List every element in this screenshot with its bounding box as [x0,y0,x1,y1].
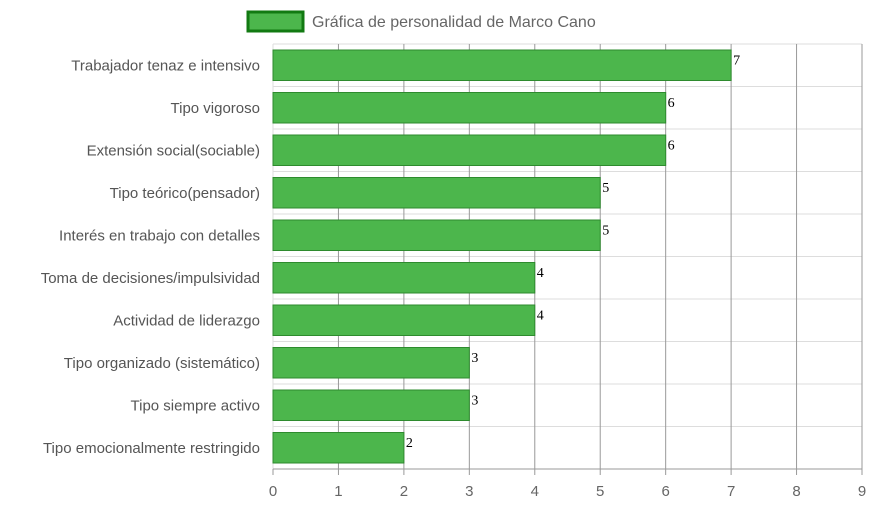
x-tick-label: 1 [334,483,342,500]
category-label: Trabajador tenaz e intensivo [71,57,260,74]
x-tick-label: 0 [269,483,277,500]
bar[interactable] [272,304,536,336]
bar[interactable] [272,389,470,421]
category-label: Interés en trabajo con detalles [59,227,260,244]
x-tick-label: 7 [727,483,735,500]
data-labels: 7 6 6 5 5 4 4 3 3 2 [406,53,740,451]
bar[interactable] [272,134,667,166]
bar[interactable] [272,92,667,124]
bar[interactable] [272,262,536,294]
data-label: 3 [471,393,478,408]
x-tick-label: 4 [531,483,539,500]
category-label: Tipo organizado (sistemático) [64,355,260,372]
category-label: Toma de decisiones/impulsividad [41,270,260,287]
data-label: 6 [668,138,675,153]
data-label: 6 [668,96,675,111]
bar[interactable] [272,49,732,81]
bar[interactable] [272,432,405,464]
data-label: 7 [733,53,740,68]
data-label: 2 [406,436,413,451]
category-label: Tipo siempre activo [131,397,261,414]
x-tick-label: 2 [400,483,408,500]
category-label: Extensión social(sociable) [87,142,260,159]
legend[interactable]: Gráfica de personalidad de Marco Cano [246,10,596,33]
category-labels: Trabajador tenaz e intensivo Tipo vigoros… [41,57,260,457]
bar[interactable] [272,177,601,209]
legend-swatch [246,10,305,33]
legend-label: Gráfica de personalidad de Marco Cano [312,14,596,31]
data-label: 4 [537,266,544,281]
category-label: Tipo emocionalmente restringido [43,440,260,457]
x-tick-label: 8 [792,483,800,500]
x-tick-label: 6 [661,483,669,500]
x-tick-label: 9 [858,483,866,500]
data-label: 4 [537,308,544,323]
category-label: Tipo vigoroso [171,100,261,117]
data-label: 5 [602,181,609,196]
bar[interactable] [272,219,601,251]
data-label: 5 [602,223,609,238]
bar[interactable] [272,347,470,379]
x-tick-label: 5 [596,483,604,500]
x-axis-ticks: 0 1 2 3 4 5 6 7 8 9 [269,483,866,500]
x-tick-label: 3 [465,483,473,500]
category-label: Tipo teórico(pensador) [110,185,260,202]
data-label: 3 [471,351,478,366]
bars [272,49,732,464]
category-label: Actividad de liderazgo [113,312,260,329]
